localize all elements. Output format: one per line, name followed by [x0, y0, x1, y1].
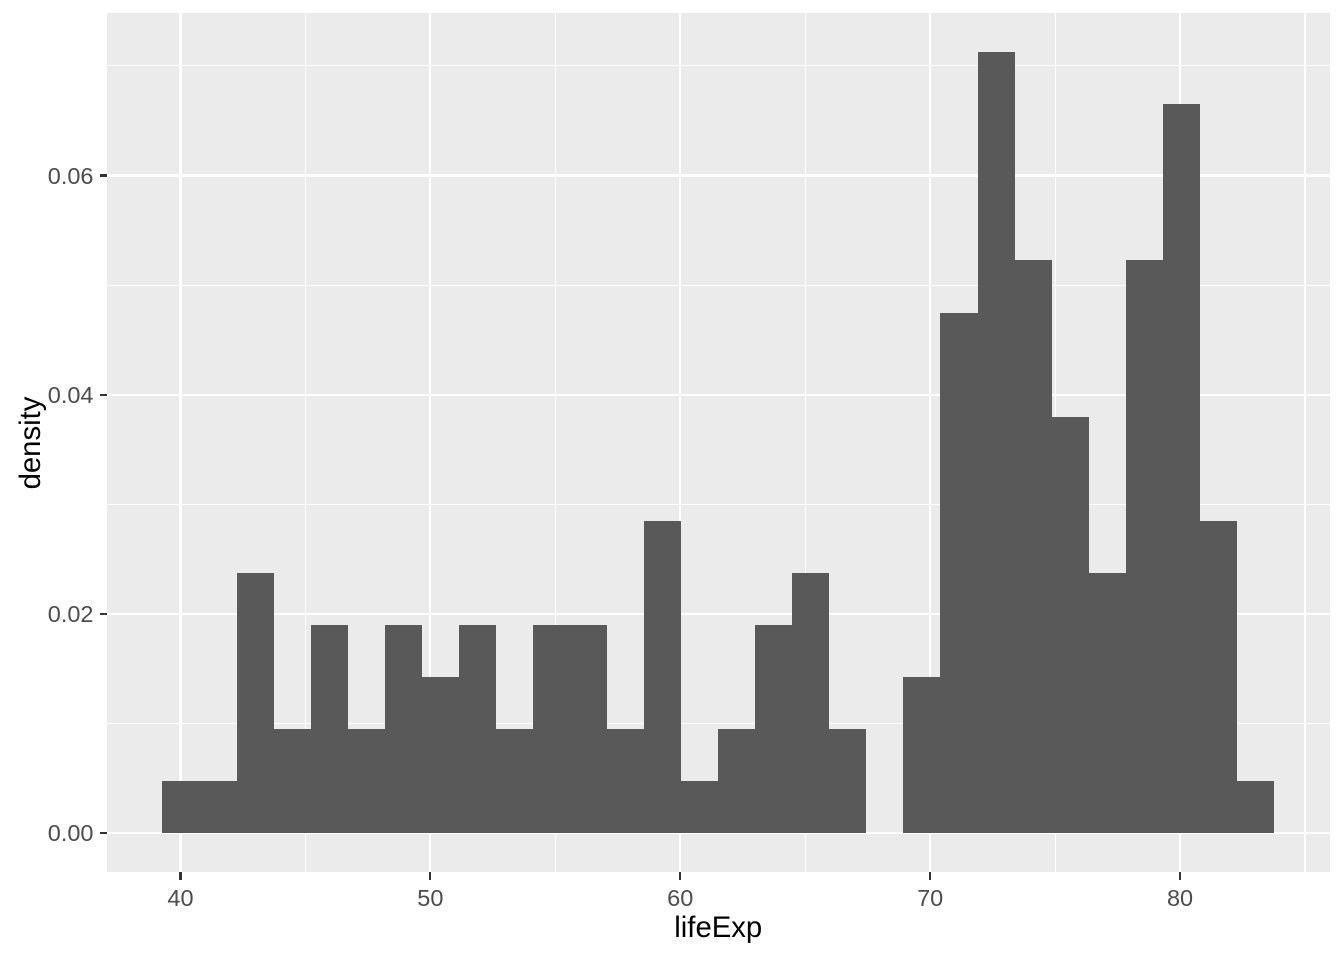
histogram-bar [1014, 260, 1052, 834]
x-gridline-minor [804, 13, 806, 873]
histogram-bar [1236, 781, 1275, 834]
histogram-bar [162, 781, 200, 834]
x-gridline-major [429, 13, 432, 873]
x-gridline-major [179, 13, 182, 873]
x-tick-label: 80 [1166, 884, 1194, 911]
y-tick-label: 0.02 [47, 601, 94, 628]
y-tick-label: 0.04 [47, 381, 94, 408]
x-tick-mark [179, 872, 182, 880]
y-tick-mark [99, 174, 107, 177]
histogram-bar [273, 729, 311, 834]
histogram-bar [1088, 572, 1126, 834]
histogram-bar [384, 625, 422, 834]
y-tick-mark [99, 613, 107, 616]
histogram-bar [570, 625, 608, 834]
histogram-bar [977, 52, 1015, 834]
histogram-bar [755, 625, 793, 834]
histogram-bar [1199, 520, 1237, 834]
x-tick-label: 50 [417, 884, 444, 911]
x-gridline-major [679, 13, 682, 873]
x-tick-mark [429, 872, 432, 880]
x-tick-mark [1178, 872, 1182, 880]
x-gridline-major [929, 13, 932, 873]
histogram-bar [236, 572, 274, 834]
y-gridline-minor [107, 503, 1330, 506]
chart-panel [107, 13, 1330, 873]
y-axis-title: density [13, 396, 47, 490]
histogram-bar [1125, 260, 1163, 834]
y-gridline-major [107, 393, 1330, 396]
x-tick-mark [679, 872, 682, 880]
y-gridline-major [107, 174, 1330, 177]
histogram-bar [199, 781, 237, 834]
y-tick-mark [99, 393, 107, 396]
histogram-bar [1162, 104, 1200, 834]
x-tick-label: 70 [917, 884, 944, 911]
y-gridline-major [107, 832, 1330, 835]
x-gridline-minor [1304, 13, 1306, 873]
histogram-bar [347, 729, 385, 834]
histogram-bar [1051, 416, 1089, 834]
x-tick-label: 60 [667, 884, 694, 911]
y-gridline-minor [107, 723, 1330, 725]
y-tick-label: 0.06 [47, 162, 94, 189]
histogram-bar [829, 729, 867, 834]
x-tick-label: 40 [167, 884, 194, 911]
histogram-bar [533, 625, 571, 834]
histogram-bar [681, 781, 719, 834]
x-gridline-minor [304, 13, 306, 873]
y-tick-mark [99, 832, 107, 835]
histogram-bar [644, 520, 682, 834]
y-gridline-minor [107, 284, 1330, 286]
x-gridline-minor [554, 13, 556, 873]
histogram-bar [940, 312, 978, 834]
histogram-bar [607, 729, 645, 834]
y-tick-label: 0.00 [47, 820, 94, 847]
x-axis-title: lifeExp [674, 911, 763, 944]
y-gridline-minor [107, 65, 1330, 67]
x-tick-mark [929, 872, 932, 880]
histogram-bar [310, 625, 348, 834]
histogram-bar [792, 572, 830, 834]
histogram-bar [421, 677, 459, 834]
histogram-bar [496, 729, 534, 834]
histogram-bar [458, 625, 497, 834]
histogram-bar [903, 677, 941, 834]
histogram-bar [718, 729, 756, 834]
y-gridline-major [107, 613, 1330, 616]
